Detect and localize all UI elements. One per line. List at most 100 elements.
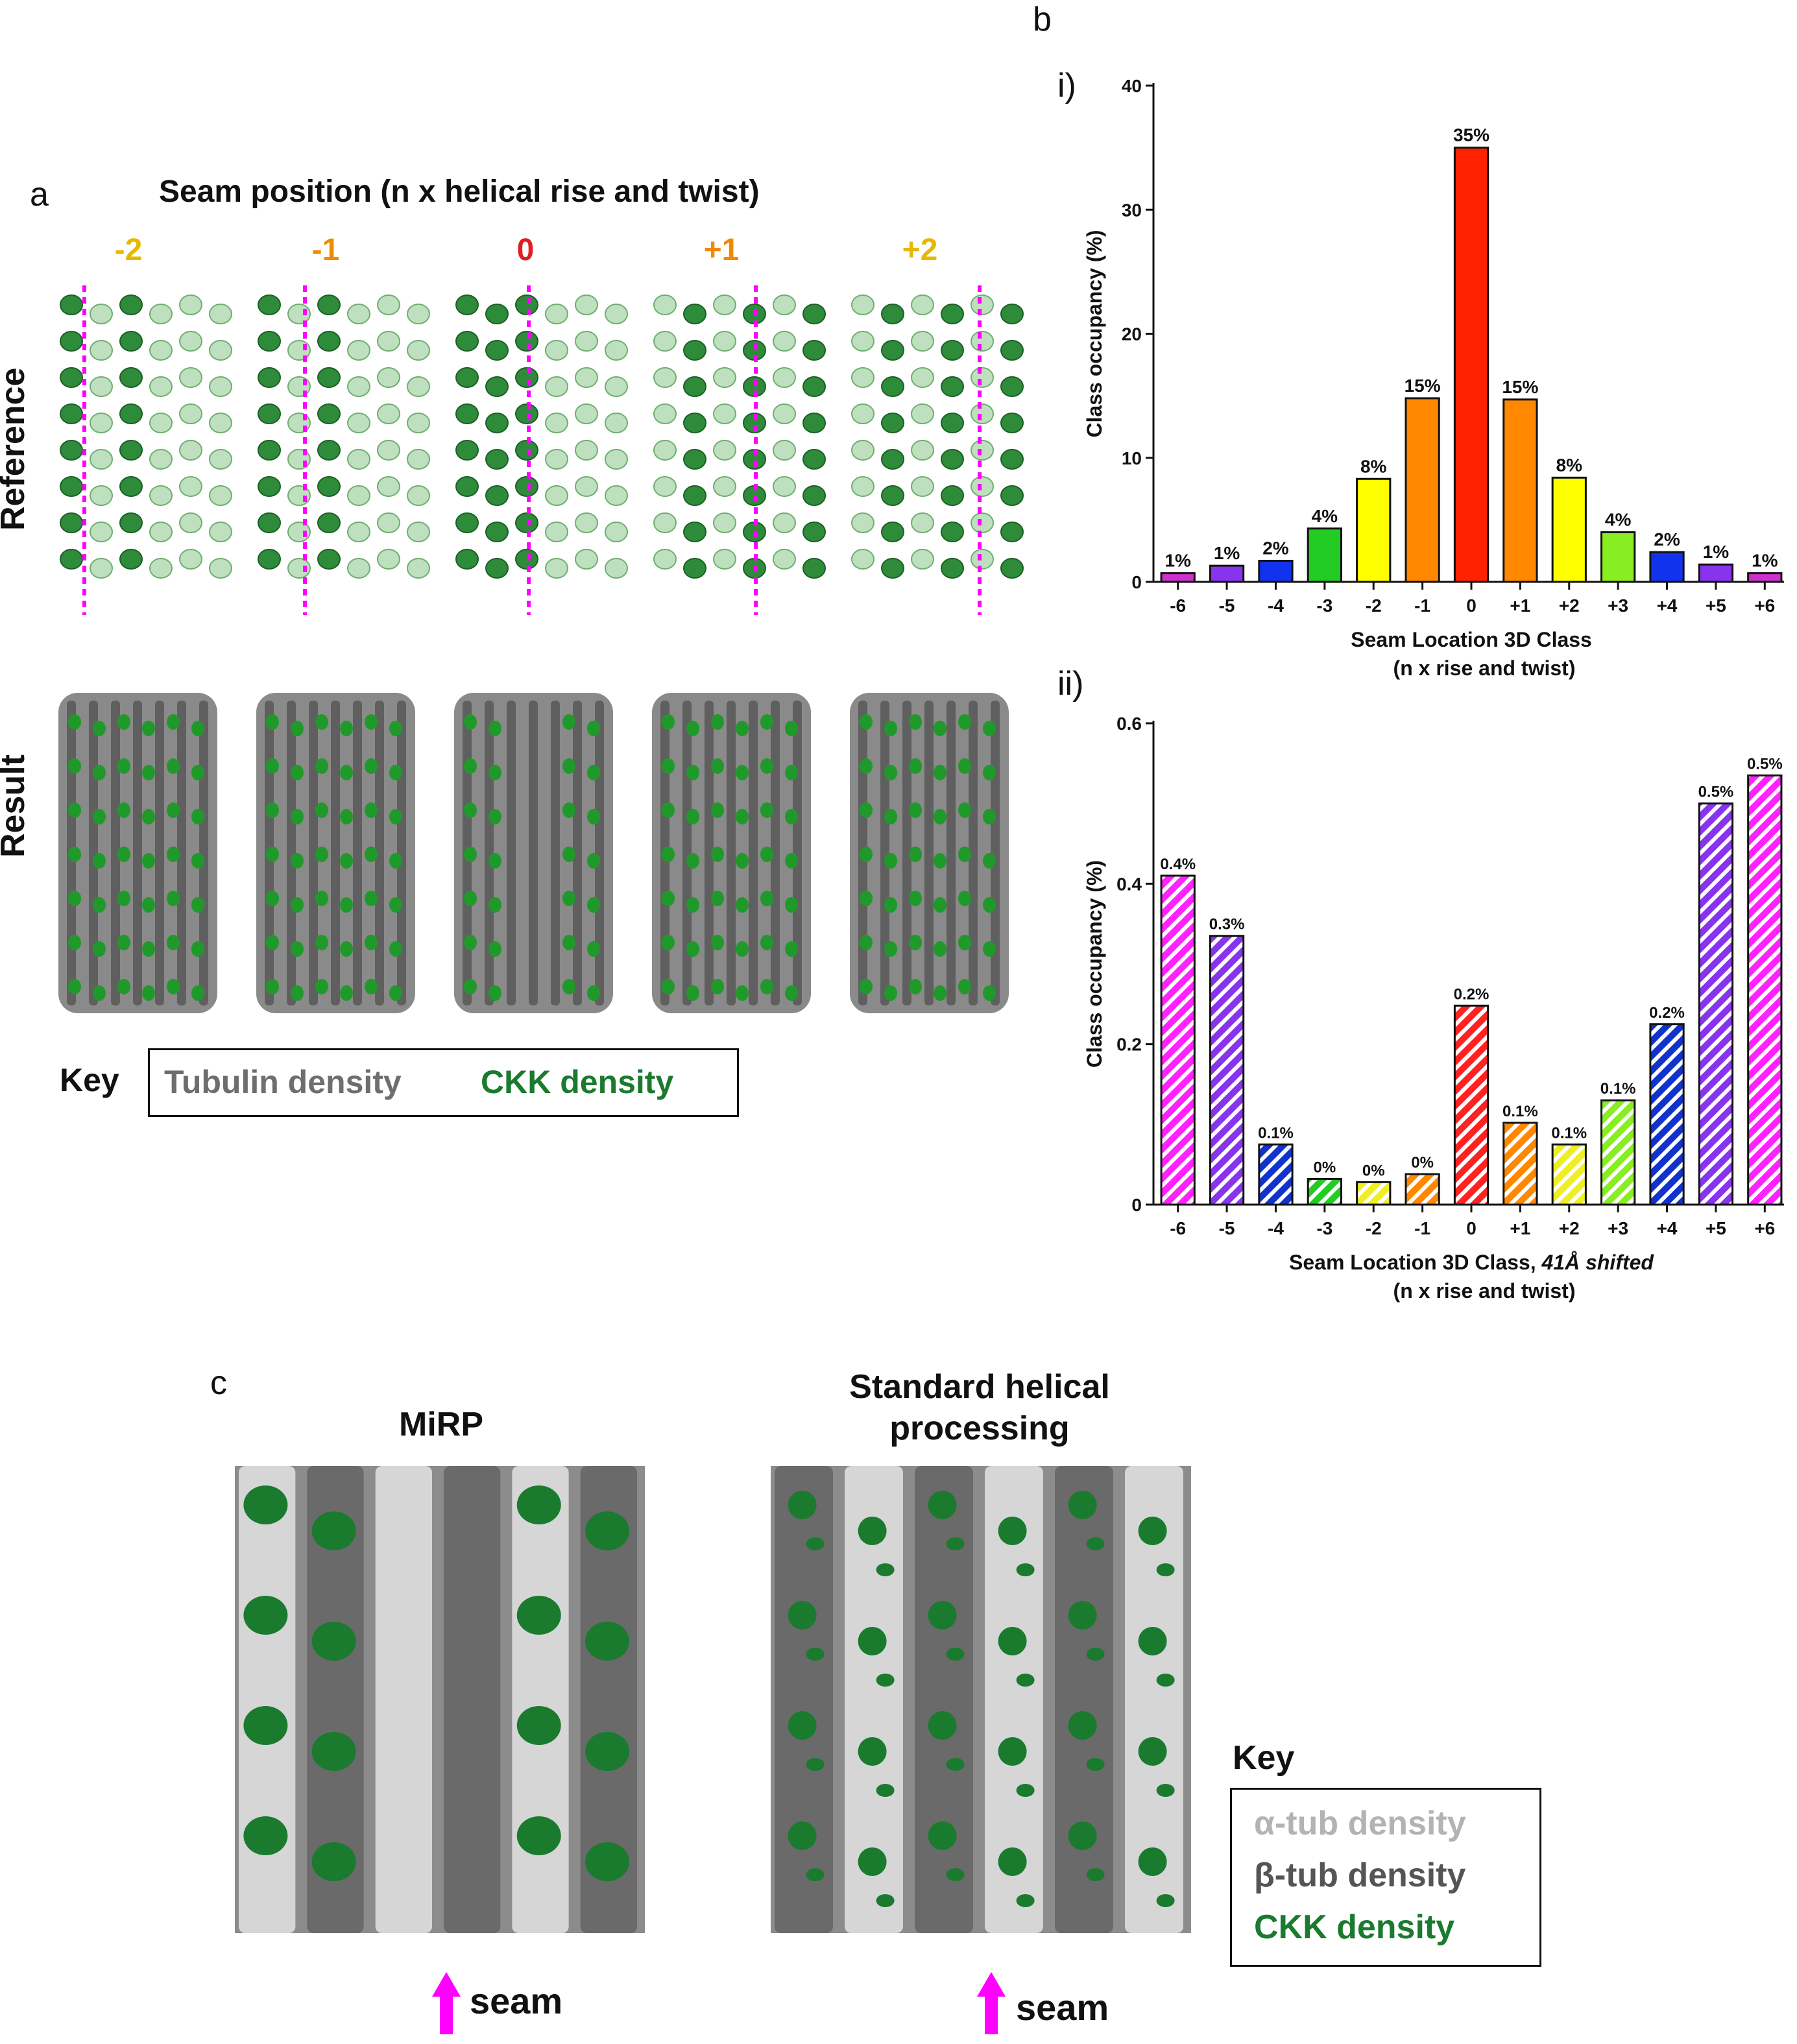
reference-density-blob [911,403,934,424]
ckk-decoration [760,714,773,730]
reference-density-blob [545,376,568,397]
reference-density-blob [911,295,934,315]
y-tick-label: 0 [1131,1195,1142,1215]
reference-density-blob [179,331,202,352]
reference-density-blob [407,304,430,324]
bar-+4 [1649,551,1685,583]
ckk-decoration [983,941,996,957]
ckk-density-blob [1016,1784,1035,1797]
ckk-density-blob [806,1537,825,1550]
ckk-decoration [662,935,675,950]
x-tick-label: 0 [1466,595,1477,616]
reference-density-blob [911,476,934,497]
ckk-density-blob [585,1511,630,1550]
x-tick-label: -6 [1170,595,1186,616]
reference-density-blob [683,413,706,433]
ckk-decoration [488,985,501,1001]
ckk-density-blob [1016,1674,1035,1687]
reference-density-blob [209,376,232,397]
reference-density-blob [455,295,479,315]
ckk-decoration [860,935,873,950]
ckk-decoration [291,721,304,736]
reference-density-blob [377,295,400,315]
panel-a-key-box: Tubulin density CKK density [148,1048,739,1117]
ckk-density-blob [858,1737,887,1766]
y-tick-label: 0.6 [1116,714,1142,734]
panel-c-mirp-title: MiRP [399,1406,483,1443]
ckk-decoration [315,847,328,862]
panel-c-standard-title-1: Standard helical [849,1368,1110,1406]
ckk-decoration [167,847,180,862]
ckk-decoration [983,721,996,736]
reference-density-blob [455,367,479,388]
x-axis-label-line2: (n x rise and twist) [1393,656,1576,680]
key-alpha-tub: α-tub density [1254,1805,1466,1842]
beta-tub-protofilament [307,1466,364,1933]
ckk-decoration [662,891,675,906]
reference-density-blob [941,376,964,397]
reference-density-blob [515,331,538,352]
ckk-decoration [142,985,155,1001]
reference-density-blob [90,558,113,579]
reference-density-blob [683,558,706,579]
reference-density-blob [119,476,143,497]
reference-density-blob [407,449,430,470]
reference-density-blob [60,367,83,388]
reference-density-blob [179,367,202,388]
ckk-density-blob [998,1847,1027,1876]
protofilament-groove [947,701,956,1005]
reference-map-0 [60,285,232,615]
ckk-decoration [860,847,873,862]
reference-density-blob [347,304,370,324]
ckk-density-blob [788,1491,817,1519]
reference-density-blob [179,476,202,497]
ckk-density-blob [311,1622,356,1661]
reference-density-blob [1000,449,1024,470]
reference-density-blob [911,440,934,461]
ckk-density-blob [243,1485,288,1524]
reference-density-blob [317,295,341,315]
reference-density-blob [575,331,598,352]
data-label: 0.1% [1258,1124,1294,1142]
ckk-decoration [711,802,724,818]
ckk-decoration [488,809,501,824]
ckk-decoration [884,721,897,736]
ckk-density-blob [516,1816,561,1855]
reference-density-blob [209,340,232,361]
data-label: 0.5% [1747,755,1783,773]
reference-density-blob [317,512,341,533]
y-tick-label: 0.2 [1116,1035,1142,1055]
reference-density-blob [881,304,904,324]
protofilament-groove [573,701,582,1005]
reference-density-blob [258,512,281,533]
reference-density-blob [407,376,430,397]
ckk-decoration [167,758,180,774]
ckk-decoration [68,935,81,950]
reference-density-blob [971,403,994,424]
x-tick-label: -3 [1316,595,1333,616]
ckk-density-blob [1138,1517,1167,1545]
reference-density-blob [881,413,904,433]
ckk-decoration [365,891,378,906]
ckk-decoration [340,985,353,1001]
ckk-decoration [340,897,353,913]
ckk-decoration [93,765,106,780]
ckk-decoration [711,891,724,906]
reference-density-blob [773,512,796,533]
reference-density-blob [971,367,994,388]
ckk-decoration [291,853,304,869]
ckk-decoration [884,809,897,824]
reference-density-blob [149,304,173,324]
x-tick-label: 0 [1466,1218,1477,1238]
ckk-decoration [93,941,106,957]
reference-density-blob [683,304,706,324]
ckk-decoration [315,935,328,950]
reference-density-blob [119,549,143,570]
ckk-decoration [142,765,155,780]
ckk-decoration [958,891,971,906]
x-tick-label: +6 [1754,1218,1775,1238]
reference-density-blob [347,449,370,470]
reference-density-blob [653,403,677,424]
ckk-decoration [736,897,749,913]
